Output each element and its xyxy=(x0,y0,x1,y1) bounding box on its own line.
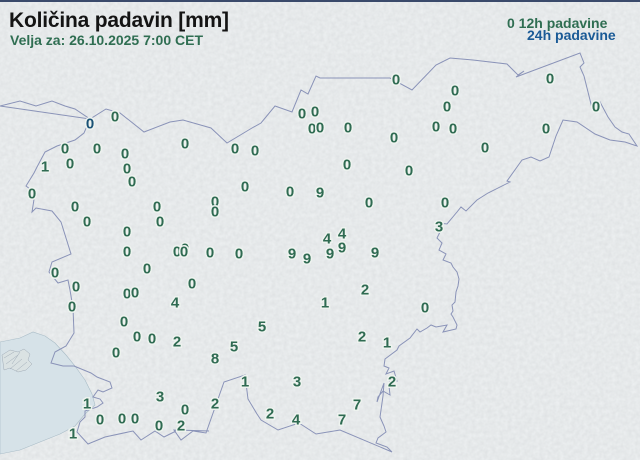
svg-text:4: 4 xyxy=(292,412,301,429)
svg-text:1: 1 xyxy=(69,426,77,443)
svg-text:0: 0 xyxy=(211,204,219,221)
svg-text:0: 0 xyxy=(180,244,188,261)
svg-text:0: 0 xyxy=(51,265,59,282)
svg-text:4: 4 xyxy=(171,295,180,312)
svg-text:0: 0 xyxy=(206,245,214,262)
svg-text:3: 3 xyxy=(435,219,443,236)
svg-text:0: 0 xyxy=(28,186,36,203)
svg-text:0: 0 xyxy=(451,83,459,100)
svg-text:0: 0 xyxy=(343,157,351,174)
svg-text:1: 1 xyxy=(383,335,391,352)
svg-text:1: 1 xyxy=(83,396,91,413)
svg-text:0: 0 xyxy=(181,402,189,419)
svg-text:0: 0 xyxy=(143,261,151,278)
svg-text:0: 0 xyxy=(481,140,489,157)
svg-text:1: 1 xyxy=(41,159,49,176)
svg-text:0: 0 xyxy=(118,411,126,428)
svg-text:0: 0 xyxy=(131,285,139,302)
svg-text:2: 2 xyxy=(177,418,185,435)
svg-text:0: 0 xyxy=(390,130,398,147)
svg-text:0: 0 xyxy=(286,184,294,201)
svg-text:0: 0 xyxy=(432,119,440,136)
svg-text:1: 1 xyxy=(321,295,329,312)
svg-text:9: 9 xyxy=(288,246,296,263)
svg-text:1: 1 xyxy=(241,374,249,391)
svg-text:7: 7 xyxy=(338,412,346,429)
svg-text:9: 9 xyxy=(338,240,346,257)
svg-text:0: 0 xyxy=(235,246,243,263)
svg-text:0: 0 xyxy=(443,99,451,116)
svg-text:0: 0 xyxy=(86,116,94,133)
svg-text:2: 2 xyxy=(358,329,366,346)
svg-text:0: 0 xyxy=(131,411,139,428)
svg-text:0: 0 xyxy=(251,143,259,160)
svg-text:3: 3 xyxy=(156,389,164,406)
svg-text:3: 3 xyxy=(293,374,301,391)
svg-text:2: 2 xyxy=(361,282,369,299)
svg-text:9: 9 xyxy=(316,185,324,202)
svg-text:0: 0 xyxy=(421,300,429,317)
svg-text:2: 2 xyxy=(266,406,274,423)
svg-text:9: 9 xyxy=(303,251,311,268)
svg-text:0: 0 xyxy=(241,179,249,196)
svg-text:0: 0 xyxy=(546,71,554,88)
svg-text:0: 0 xyxy=(83,214,91,231)
svg-text:0: 0 xyxy=(111,109,119,126)
svg-text:0: 0 xyxy=(449,121,457,138)
svg-text:9: 9 xyxy=(326,246,334,263)
svg-text:0: 0 xyxy=(298,106,306,123)
svg-text:0: 0 xyxy=(112,345,120,362)
svg-text:8: 8 xyxy=(211,351,219,368)
svg-text:0: 0 xyxy=(188,276,196,293)
svg-text:0: 0 xyxy=(66,156,74,173)
svg-text:5: 5 xyxy=(230,339,238,356)
svg-text:2: 2 xyxy=(211,396,219,413)
svg-text:0: 0 xyxy=(365,195,373,212)
svg-text:0: 0 xyxy=(441,195,449,212)
svg-text:0: 0 xyxy=(392,72,400,89)
svg-text:2: 2 xyxy=(388,374,396,391)
svg-text:0: 0 xyxy=(311,104,319,121)
svg-text:9: 9 xyxy=(371,245,379,262)
svg-text:0: 0 xyxy=(181,136,189,153)
svg-text:0: 0 xyxy=(148,331,156,348)
svg-text:0: 0 xyxy=(128,174,136,191)
svg-text:0: 0 xyxy=(155,418,163,435)
svg-text:0: 0 xyxy=(120,314,128,331)
svg-text:0: 0 xyxy=(344,120,352,137)
svg-text:0: 0 xyxy=(405,163,413,180)
svg-text:0: 0 xyxy=(72,279,80,296)
svg-text:7: 7 xyxy=(353,397,361,414)
svg-text:0: 0 xyxy=(96,412,104,429)
svg-text:0: 0 xyxy=(133,329,141,346)
svg-text:0: 0 xyxy=(71,199,79,216)
svg-text:0: 0 xyxy=(68,299,76,316)
svg-text:0: 0 xyxy=(123,244,131,261)
svg-text:0: 0 xyxy=(592,99,600,116)
svg-text:0: 0 xyxy=(123,224,131,241)
svg-text:5: 5 xyxy=(258,319,266,336)
svg-text:2: 2 xyxy=(173,334,181,351)
svg-text:0: 0 xyxy=(542,121,550,138)
svg-text:0: 0 xyxy=(93,141,101,158)
svg-text:0: 0 xyxy=(316,120,324,137)
svg-text:0: 0 xyxy=(231,141,239,158)
svg-text:0: 0 xyxy=(156,214,164,231)
